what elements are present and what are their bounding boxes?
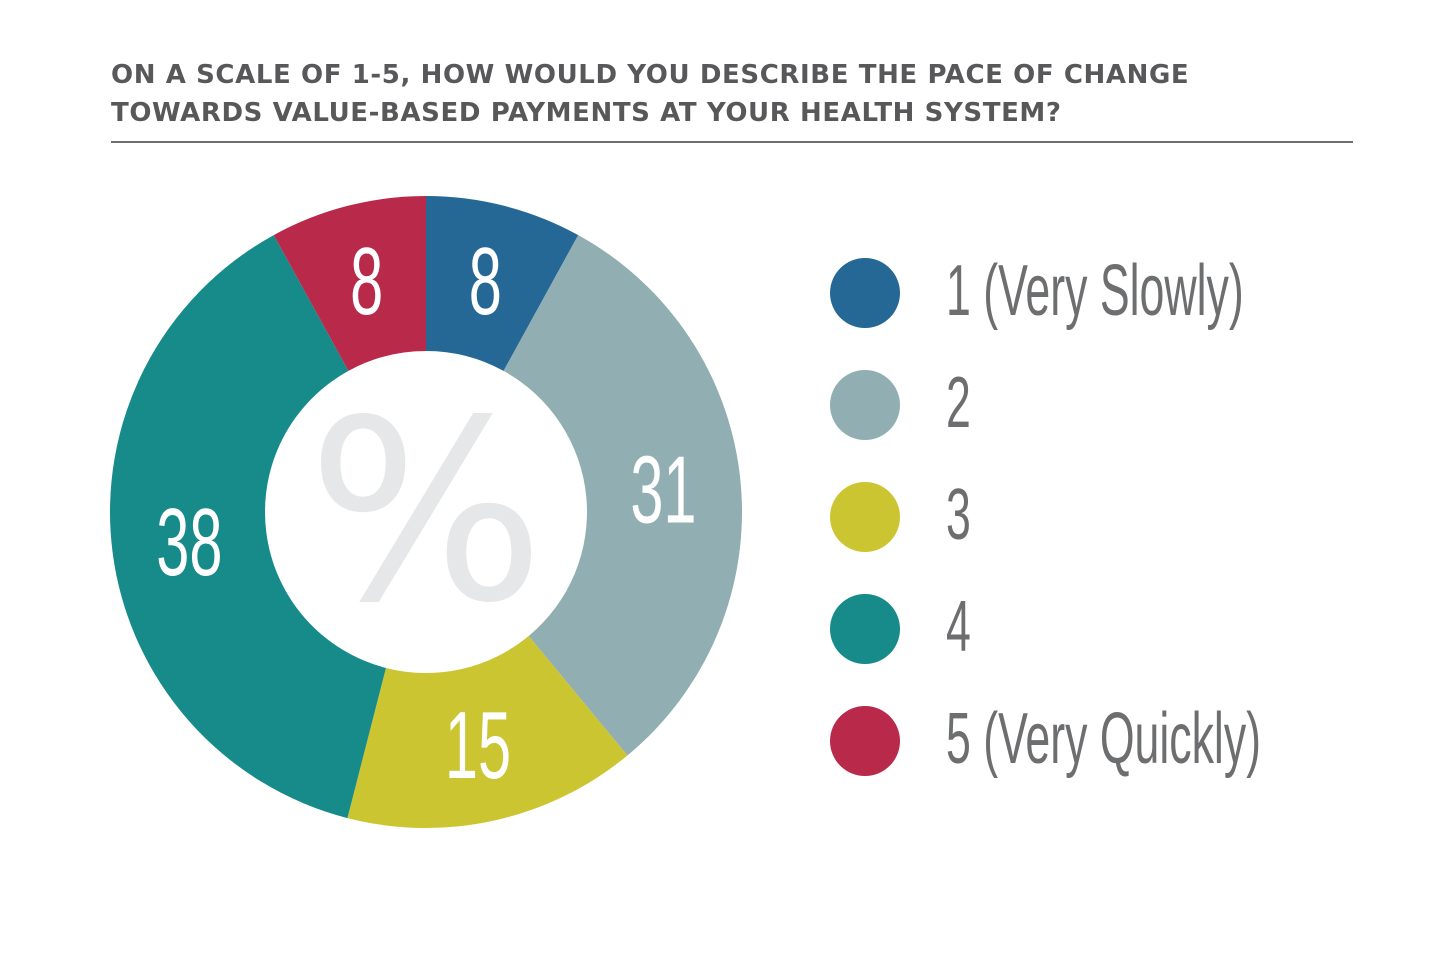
- legend-swatch-3: [830, 482, 900, 552]
- legend-label-5: 5 (Very Quickly): [946, 699, 1262, 779]
- slice-value-label-5: 8: [350, 228, 383, 335]
- donut-slice-4: [110, 235, 386, 819]
- legend-label-4: 4: [946, 587, 971, 667]
- donut-slice-2: [503, 235, 742, 756]
- legend-swatch-2: [830, 370, 900, 440]
- donut-slices: [110, 196, 742, 828]
- legend-label-3: 3: [946, 475, 971, 555]
- donut-slice-1: [426, 196, 579, 371]
- donut-slice-3: [347, 636, 628, 828]
- slice-value-label-1: 8: [469, 228, 502, 335]
- slice-value-label-3: 15: [445, 691, 511, 798]
- legend-swatch-1: [830, 258, 900, 328]
- chart-title-line-2: TOWARDS VALUE-BASED PAYMENTS AT YOUR HEA…: [111, 98, 1062, 128]
- legend-swatch-5: [830, 706, 900, 776]
- slice-labels: 8 31 15 38 8: [156, 228, 696, 799]
- slice-value-label-4: 38: [156, 488, 222, 595]
- donut-chart: % 8 31 15 38 8: [110, 196, 742, 828]
- center-percent-symbol: %: [307, 367, 545, 658]
- legend-label-2: 2: [946, 363, 971, 443]
- donut-slice-5: [273, 196, 426, 371]
- title-divider: [111, 141, 1353, 143]
- legend-swatch-4: [830, 594, 900, 664]
- slice-value-label-2: 31: [630, 436, 696, 543]
- legend-label-1: 1 (Very Slowly): [946, 251, 1244, 331]
- chart-title: ON A SCALE OF 1-5, HOW WOULD YOU DESCRIB…: [111, 56, 1351, 132]
- chart-title-line-1: ON A SCALE OF 1-5, HOW WOULD YOU DESCRIB…: [111, 60, 1190, 90]
